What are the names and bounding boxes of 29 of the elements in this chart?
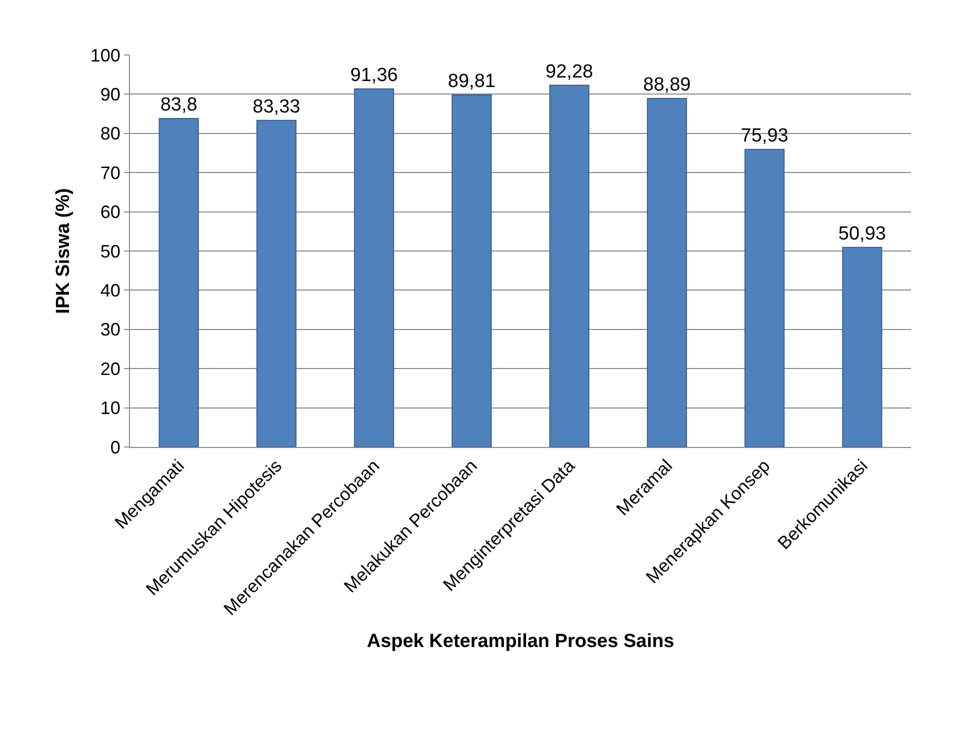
bar xyxy=(744,148,785,447)
y-tick-label: 70 xyxy=(100,162,120,183)
y-axis-title: IPK Siswa (%) xyxy=(53,188,74,314)
bar xyxy=(842,246,882,447)
data-label: 89,81 xyxy=(448,70,496,92)
y-tick-label: 90 xyxy=(100,84,120,104)
bar xyxy=(256,120,296,447)
y-tick-label: 0 xyxy=(110,437,120,458)
x-axis-title: Aspek Keterampilan Proses Sains xyxy=(366,630,674,652)
data-label: 91,36 xyxy=(350,64,398,86)
y-tick-label: 30 xyxy=(100,320,120,340)
bar xyxy=(158,118,199,447)
y-tick-label: 10 xyxy=(100,398,120,418)
y-tick-label: 50 xyxy=(100,241,120,262)
data-label: 50,93 xyxy=(838,223,886,244)
bar xyxy=(354,88,394,447)
bar xyxy=(452,94,492,447)
bar xyxy=(549,84,590,447)
y-tick-label: 20 xyxy=(100,358,120,379)
y-tick-label: 80 xyxy=(100,124,120,144)
bar xyxy=(646,98,687,447)
data-label: 75,93 xyxy=(740,125,788,146)
y-tick-label: 60 xyxy=(100,202,120,222)
y-tick-label: 100 xyxy=(90,45,120,66)
y-tick-label: 40 xyxy=(100,280,120,300)
data-label: 83,33 xyxy=(252,96,300,118)
data-label: 83,8 xyxy=(160,94,198,116)
data-label: 88,89 xyxy=(643,74,691,96)
data-label: 92,28 xyxy=(546,61,594,82)
